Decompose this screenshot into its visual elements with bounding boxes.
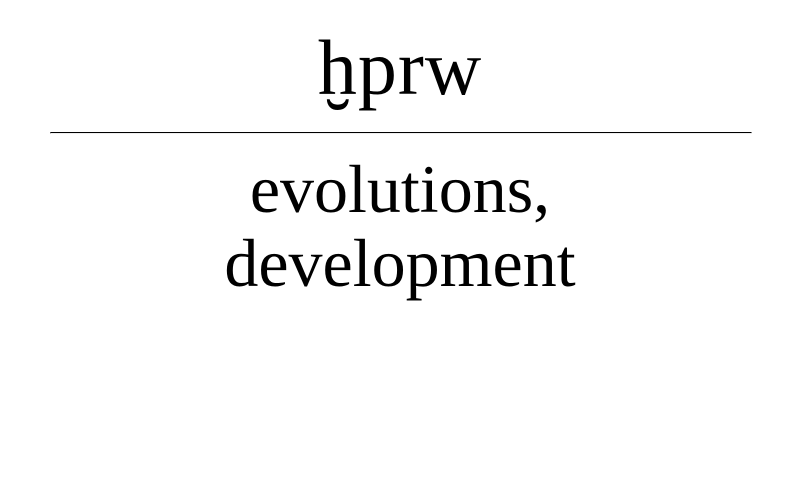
gloss-line-2: development bbox=[224, 225, 576, 301]
headword: ḫprw bbox=[317, 24, 483, 111]
divider bbox=[50, 132, 752, 134]
gloss: evolutions, development bbox=[0, 152, 800, 300]
gloss-line-1: evolutions, bbox=[249, 151, 551, 227]
